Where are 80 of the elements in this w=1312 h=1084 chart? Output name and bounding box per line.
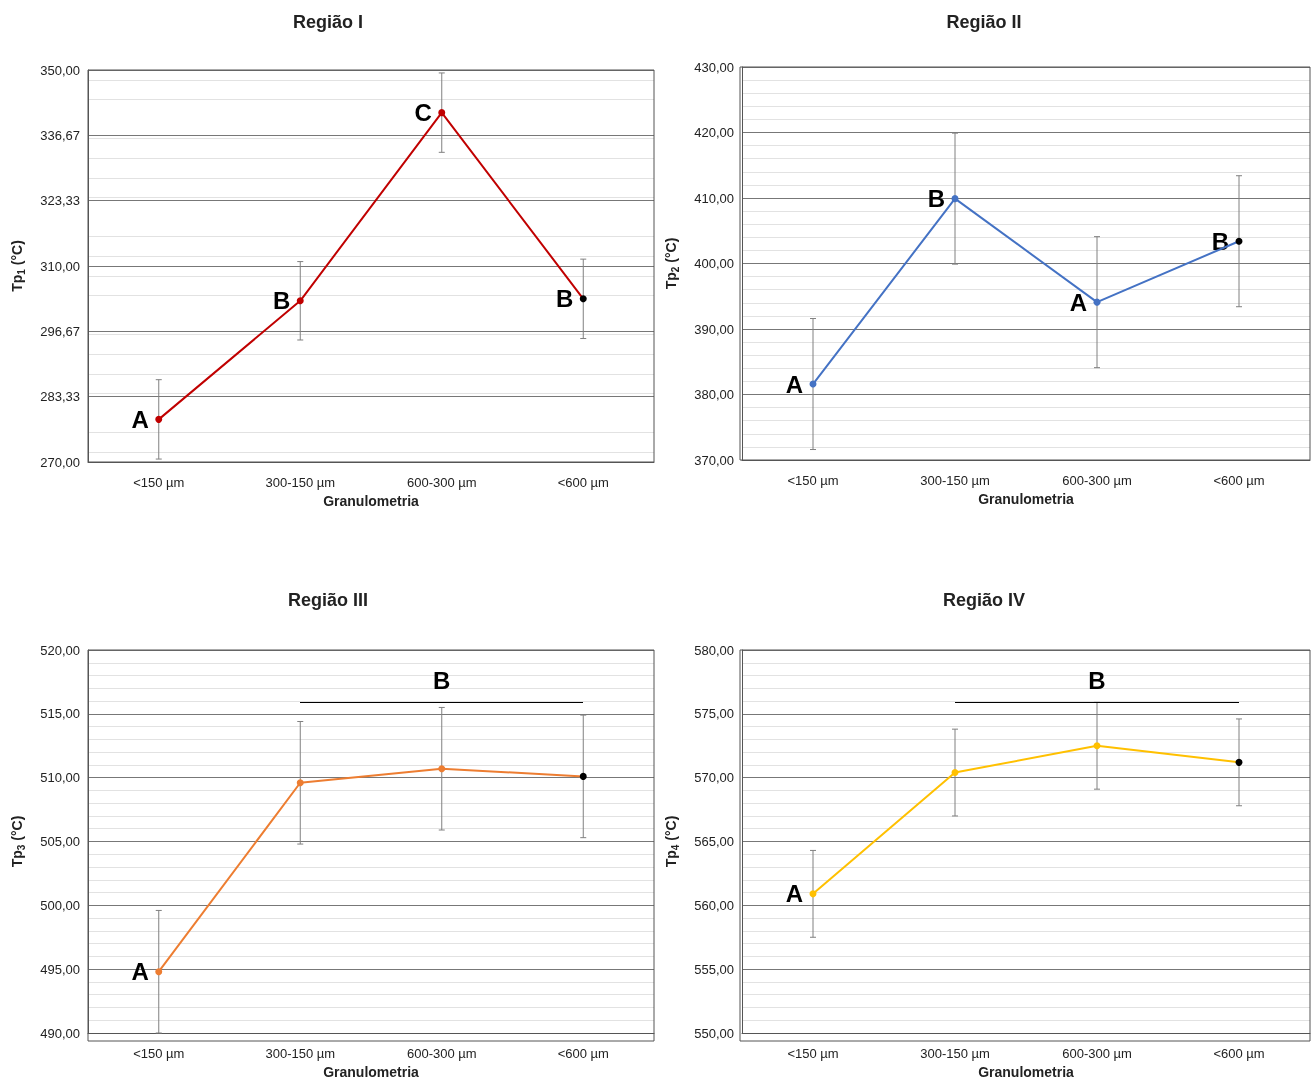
- x-tick-label: <600 µm: [1213, 1046, 1265, 1061]
- x-tick-label: 600-300 µm: [1062, 473, 1132, 488]
- x-axis-title: Granulometria: [323, 1064, 420, 1080]
- y-tick-label: 520,00: [40, 642, 80, 658]
- y-tick-label: 350,00: [40, 62, 80, 78]
- annotation: A: [1069, 288, 1087, 316]
- annotation: A: [131, 958, 149, 986]
- x-tick-label: 300-150 µm: [920, 473, 990, 488]
- x-tick-label: 600-300 µm: [406, 475, 477, 490]
- annotation: B: [555, 285, 574, 313]
- chart-title: Região II: [946, 12, 1022, 32]
- x-axis-title: Granulometria: [323, 493, 420, 509]
- point: [579, 772, 587, 780]
- y-tick-label: 270,00: [40, 454, 80, 470]
- x-tick-label: <150 µm: [787, 473, 839, 488]
- y-tick-label: 495,00: [40, 961, 80, 977]
- y-axis-title: Tp4 (°C): [663, 815, 681, 868]
- y-tick-label: 323,33: [40, 193, 80, 209]
- y-tick-label: 505,00: [40, 834, 80, 849]
- point: [438, 109, 446, 117]
- x-tick-label: <150 µm: [133, 475, 185, 490]
- y-tick-label: 575,00: [694, 706, 734, 722]
- y-tick-label: 580,00: [694, 642, 734, 658]
- x-tick-label: <150 µm: [133, 1046, 185, 1061]
- annotation: B: [272, 287, 291, 315]
- point: [951, 195, 959, 203]
- y-tick-label: 410,00: [694, 190, 734, 206]
- point: [296, 297, 304, 305]
- y-tick-label: 283,33: [40, 389, 80, 405]
- annotation: A: [131, 405, 149, 433]
- y-tick-label: 310,00: [40, 258, 80, 274]
- x-tick-label: <600 µm: [1213, 473, 1265, 488]
- point: [155, 415, 163, 423]
- annotation: B: [1088, 666, 1106, 694]
- y-tick-label: 550,00: [694, 1025, 734, 1041]
- y-tick-label: 400,00: [694, 256, 734, 271]
- y-tick-label: 515,00: [40, 706, 80, 722]
- y-tick-label: 560,00: [694, 897, 734, 913]
- point: [579, 295, 587, 303]
- point: [1235, 758, 1243, 766]
- y-tick-label: 336,67: [40, 127, 80, 143]
- point: [1093, 742, 1101, 750]
- y-tick-label: 565,00: [694, 834, 734, 849]
- point: [951, 769, 959, 777]
- point: [438, 765, 446, 773]
- y-tick-label: 420,00: [694, 125, 734, 140]
- x-axis-title: Granulometria: [978, 491, 1075, 507]
- y-tick-label: 390,00: [694, 321, 734, 337]
- y-tick-label: 500,00: [40, 897, 80, 913]
- y-tick-label: 570,00: [694, 770, 734, 786]
- y-tick-label: 380,00: [694, 387, 734, 402]
- x-tick-label: <600 µm: [557, 475, 609, 490]
- chart-title: Região III: [287, 590, 369, 610]
- x-tick-label: 600-300 µm: [1062, 1046, 1132, 1061]
- x-tick-label: 300-150 µm: [920, 1046, 990, 1061]
- chart-title: Região I: [292, 12, 364, 32]
- x-tick-label: <150 µm: [787, 1046, 839, 1061]
- annotation: C: [414, 99, 432, 127]
- point: [1235, 237, 1243, 245]
- x-tick-label: 600-300 µm: [406, 1046, 477, 1061]
- y-axis-title: Tp2 (°C): [663, 237, 681, 290]
- point: [296, 779, 304, 787]
- chart-title: Região IV: [942, 590, 1026, 610]
- y-tick-label: 555,00: [694, 961, 734, 977]
- y-tick-label: 370,00: [694, 452, 734, 468]
- x-tick-label: <600 µm: [557, 1046, 609, 1061]
- annotation: A: [785, 880, 803, 908]
- x-tick-label: 300-150 µm: [265, 1046, 336, 1061]
- x-tick-label: 300-150 µm: [265, 475, 336, 490]
- x-axis-title: Granulometria: [978, 1064, 1075, 1080]
- y-tick-label: 510,00: [40, 770, 80, 786]
- annotation: A: [785, 370, 803, 398]
- point: [155, 968, 163, 976]
- y-axis-title: Tp3 (°C): [9, 815, 27, 868]
- y-tick-label: 430,00: [694, 59, 734, 75]
- y-axis-title: Tp1 (°C): [9, 240, 27, 292]
- annotation: B: [927, 185, 945, 213]
- y-tick-label: 490,00: [40, 1025, 80, 1041]
- annotation: B: [433, 666, 451, 694]
- y-tick-label: 296,67: [40, 323, 80, 339]
